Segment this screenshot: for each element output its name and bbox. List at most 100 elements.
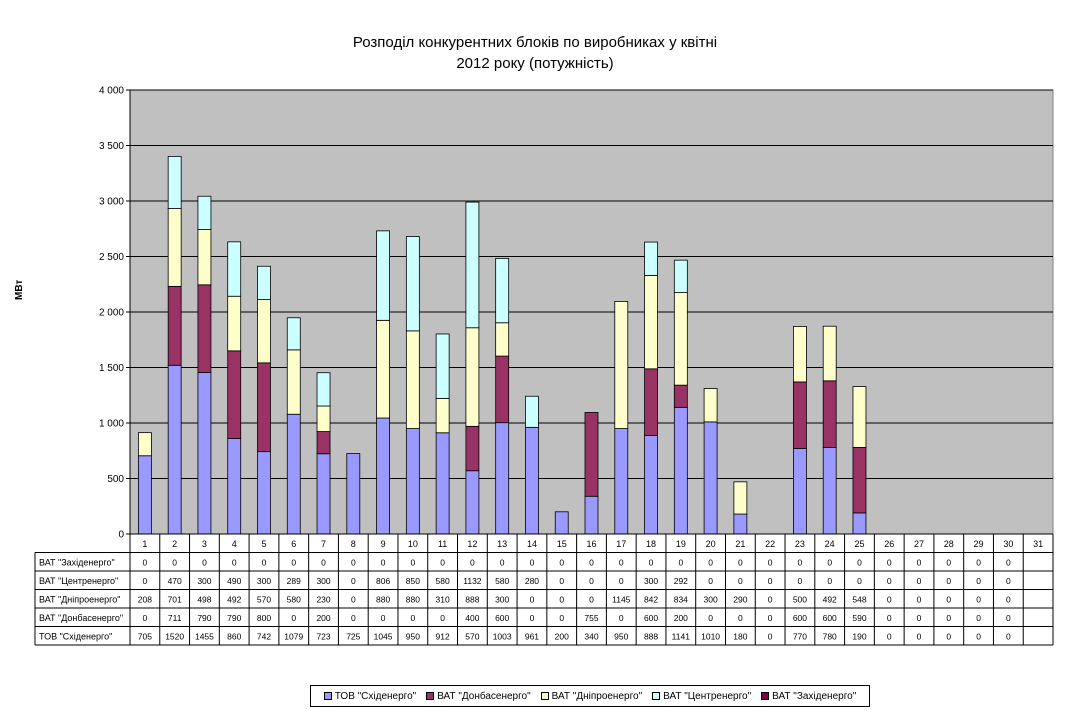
table-cell-value: 0 [589, 558, 594, 568]
table-cell-value: 0 [768, 595, 773, 605]
table-cell-value: 0 [1006, 558, 1011, 568]
table-cell-value: 0 [143, 613, 148, 623]
table-cell-value: 961 [525, 632, 539, 642]
bar-segment [614, 428, 629, 535]
table-cell-value: 580 [287, 595, 301, 605]
table-cell-value: 1010 [701, 632, 720, 642]
x-tick-label: 2 [172, 539, 177, 549]
table-cell-value: 0 [559, 558, 564, 568]
table-cell-value: 0 [619, 613, 624, 623]
table-cell-value: 0 [321, 558, 326, 568]
table-cell-value: 0 [262, 558, 267, 568]
table-cell-value: 600 [495, 613, 509, 623]
table-cell-value: 0 [857, 558, 862, 568]
table-cell-value: 0 [768, 632, 773, 642]
legend-item: ТОВ "Східенерго" [323, 691, 416, 702]
bar-segment [614, 301, 629, 429]
y-tick-label: 2 000 [99, 308, 124, 319]
bar-segment [167, 208, 182, 287]
table-cell-value: 0 [976, 632, 981, 642]
bar-segment [435, 333, 450, 399]
bar-segment [673, 384, 688, 408]
table-cell-value: 0 [827, 558, 832, 568]
bar-segment [822, 447, 837, 535]
x-tick-label: 24 [825, 539, 835, 549]
y-tick-label: 4 000 [99, 86, 124, 97]
table-cell-value: 880 [406, 595, 420, 605]
table-cell-value: 0 [589, 576, 594, 586]
table-cell-value: 723 [316, 632, 330, 642]
table-cell-value: 0 [917, 595, 922, 605]
bar-segment [852, 447, 867, 514]
table-cell-value: 0 [351, 576, 356, 586]
x-tick-label: 8 [351, 539, 356, 549]
bar-segment [227, 295, 242, 352]
table-cell-value: 0 [143, 576, 148, 586]
x-tick-label: 14 [527, 539, 537, 549]
table-cell-value: 0 [768, 613, 773, 623]
table-cell-value: 755 [584, 613, 598, 623]
bar-segment [405, 236, 420, 332]
table-cell-value: 300 [197, 576, 211, 586]
table-cell-value: 725 [346, 632, 360, 642]
x-tick-label: 23 [795, 539, 805, 549]
bar-segment [376, 417, 390, 535]
table-cell-value: 0 [946, 576, 951, 586]
legend-label: ВАТ "Донбасенерго" [437, 690, 531, 702]
table-cell-value: 580 [495, 576, 509, 586]
table-cell-value: 0 [946, 613, 951, 623]
table-cell-value: 950 [614, 632, 628, 642]
x-tick-label: 19 [676, 539, 686, 549]
bar-segment [257, 362, 271, 453]
x-tick-label: 18 [646, 539, 656, 549]
table-cell-value: 0 [857, 576, 862, 586]
bar-segment [137, 432, 152, 457]
legend-item: ВАТ "Західенерго" [761, 691, 856, 702]
table-cell-value: 600 [793, 613, 807, 623]
table-cell-value: 0 [946, 595, 951, 605]
table-cell-value: 0 [946, 558, 951, 568]
x-tick-label: 7 [321, 539, 326, 549]
table-cell-value: 0 [291, 613, 296, 623]
table-cell-value: 790 [227, 613, 241, 623]
bar-segment [673, 292, 688, 386]
bar-segment [197, 284, 212, 373]
table-row-label: ВАТ "Центренерго" [39, 576, 118, 586]
table-cell-value: 0 [738, 576, 743, 586]
table-cell-value: 0 [530, 558, 535, 568]
bar-segment [286, 317, 301, 351]
table-cell-value: 790 [197, 613, 211, 623]
bar-segment [286, 349, 301, 415]
table-cell-value: 0 [976, 558, 981, 568]
x-tick-label: 9 [381, 539, 386, 549]
table-cell-value: 880 [376, 595, 390, 605]
table-cell-value: 180 [733, 632, 747, 642]
bar-segment [405, 330, 420, 429]
y-tick-label: 1 500 [99, 363, 124, 374]
table-cell-value: 0 [143, 558, 148, 568]
table-cell-value: 912 [436, 632, 450, 642]
x-tick-label: 16 [586, 539, 596, 549]
table-cell-value: 0 [738, 613, 743, 623]
bar-segment [316, 453, 331, 535]
table-cell-value: 850 [406, 576, 420, 586]
table-cell-value: 300 [644, 576, 658, 586]
table-cell-value: 190 [852, 632, 866, 642]
bar-segment [227, 438, 242, 535]
table-cell-value: 0 [798, 558, 803, 568]
table-cell-value: 0 [917, 576, 922, 586]
table-cell-value: 0 [291, 558, 296, 568]
table-cell-value: 0 [887, 576, 892, 586]
x-tick-label: 13 [497, 539, 507, 549]
table-cell-value: 0 [946, 632, 951, 642]
table-cell-value: 548 [852, 595, 866, 605]
x-tick-label: 28 [944, 539, 954, 549]
chart-legend: ТОВ "Східенерго" ВАТ "Донбасенерго" ВАТ "Д… [310, 685, 870, 707]
table-cell-value: 0 [172, 558, 177, 568]
table-cell-value: 806 [376, 576, 390, 586]
x-tick-label: 3 [202, 539, 207, 549]
table-cell-value: 0 [1006, 613, 1011, 623]
table-cell-value: 1045 [374, 632, 393, 642]
table-cell-value: 800 [257, 613, 271, 623]
